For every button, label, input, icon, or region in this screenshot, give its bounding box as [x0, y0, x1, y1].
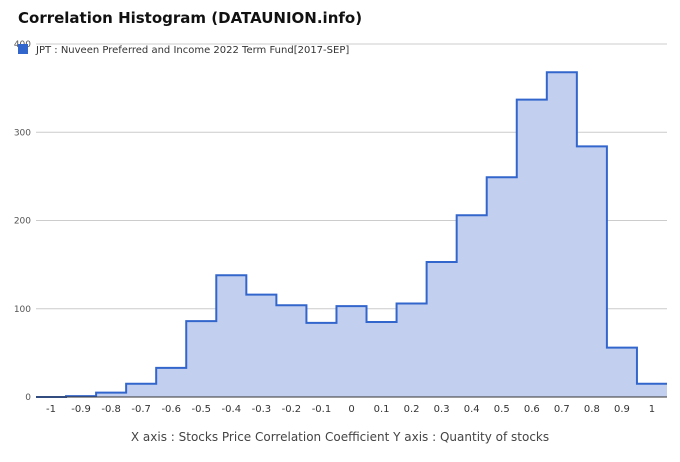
x-tick-label: 0.2 [404, 404, 420, 415]
histogram-bin [427, 262, 457, 397]
x-tick-label: -0.6 [161, 404, 181, 415]
x-tick-label: -0.1 [312, 404, 332, 415]
y-tick-label: 100 [14, 305, 31, 315]
histogram-line [36, 71, 667, 398]
x-tick-label: 0.7 [554, 404, 570, 415]
x-tick-label: -0.2 [282, 404, 302, 415]
histogram-bin [577, 146, 607, 397]
x-tick-label: -0.8 [101, 404, 121, 415]
histogram-bin [306, 323, 336, 397]
x-tick-label: 0.6 [524, 404, 540, 415]
histogram-fill [36, 72, 667, 398]
histogram-area [36, 71, 667, 398]
x-tick-label: 0.4 [464, 404, 480, 415]
x-axis-ticks: -1 -0.9 -0.8 -0.7 -0.6 -0.5 -0.4 -0.3 -0.2 -0.1 0 0… [46, 404, 655, 415]
histogram-bin [216, 275, 246, 397]
histogram-bin [336, 306, 366, 397]
x-tick-label: 1 [649, 404, 655, 415]
x-tick-label: 0.5 [494, 404, 510, 415]
x-tick-label: 0.3 [434, 404, 450, 415]
x-tick-label: -0.3 [252, 404, 272, 415]
histogram-bin [637, 384, 667, 397]
histogram-bin [156, 368, 186, 397]
x-tick-label: 0.1 [374, 404, 390, 415]
histogram-bin [547, 72, 577, 397]
histogram-bin [186, 321, 216, 397]
histogram-bin [397, 303, 427, 397]
histogram-bin [457, 215, 487, 397]
histogram-bin [126, 384, 156, 397]
x-tick-label: -0.9 [71, 404, 91, 415]
histogram-bin [367, 322, 397, 397]
histogram-bin [246, 295, 276, 397]
histogram-bin [276, 305, 306, 397]
legend-label: JPT : Nuveen Preferred and Income 2022 T… [35, 45, 349, 56]
axis-caption: X axis : Stocks Price Correlation Coeffi… [130, 430, 550, 444]
histogram-bin [487, 177, 517, 397]
x-tick-label: -0.4 [222, 404, 242, 415]
legend: JPT : Nuveen Preferred and Income 2022 T… [18, 44, 349, 56]
x-tick-label: -1 [46, 404, 56, 415]
x-tick-label: 0 [348, 404, 354, 415]
y-tick-label: 300 [14, 128, 31, 138]
x-tick-label: 0.8 [584, 404, 600, 415]
x-tick-label: -0.7 [131, 404, 151, 415]
histogram-bin [607, 348, 637, 397]
histogram-bin [96, 393, 126, 397]
y-tick-label: 0 [25, 393, 31, 403]
x-tick-label: 0.9 [614, 404, 630, 415]
legend-swatch [18, 44, 28, 54]
chart-title: Correlation Histogram (DATAUNION.info) [18, 9, 363, 27]
y-tick-label: 200 [14, 217, 31, 227]
histogram-bin [517, 100, 547, 397]
x-tick-label: -0.5 [192, 404, 212, 415]
y-axis-ticks: 0100200300400 [14, 40, 31, 403]
